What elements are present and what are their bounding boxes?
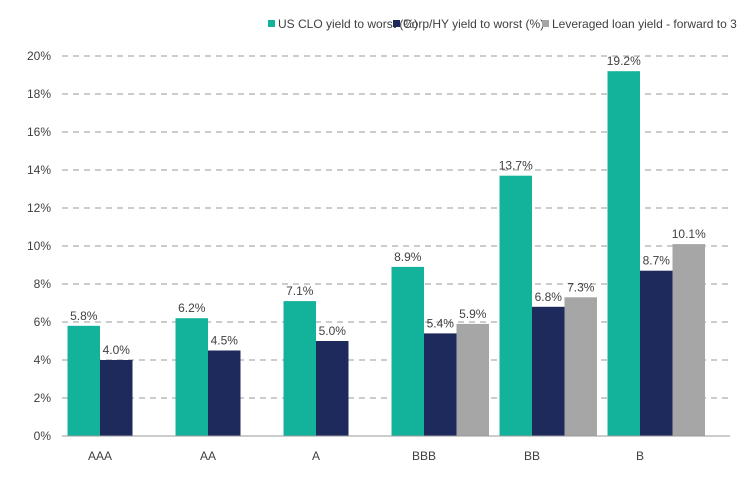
bar-bb-series-1 bbox=[532, 306, 565, 436]
y-tick-label: 18% bbox=[27, 87, 51, 101]
data-label: 8.9% bbox=[394, 250, 422, 264]
data-label: 4.5% bbox=[211, 334, 239, 348]
data-label: 5.8% bbox=[70, 309, 98, 323]
y-tick-label: 4% bbox=[34, 353, 52, 367]
legend: US CLO yield to worst (%)Corp/HY yield t… bbox=[268, 17, 737, 31]
bar-bb-series-2 bbox=[564, 297, 597, 436]
y-axis: 0% 2% 4% 6% 8% 10% 12% 14% 16% 18% 20% bbox=[27, 49, 51, 443]
data-label: 19.2% bbox=[607, 54, 641, 68]
bar-aa-series-1 bbox=[208, 350, 241, 436]
data-label: 10.1% bbox=[672, 227, 706, 241]
bars: 5.8% 4.0% 6.2% 4.5% 7.1% 5.0% 8.9% 5.4% 5.9% 13.7… bbox=[67, 54, 706, 436]
data-label: 6.2% bbox=[178, 301, 206, 315]
x-tick-label: BB bbox=[524, 449, 540, 463]
x-tick-label: AAA bbox=[88, 449, 112, 463]
legend-swatch bbox=[268, 20, 275, 27]
bar-bb-series-0 bbox=[499, 175, 532, 436]
data-label: 6.8% bbox=[535, 290, 563, 304]
x-tick-label: AA bbox=[200, 449, 216, 463]
x-tick-label: A bbox=[312, 449, 320, 463]
data-label: 5.4% bbox=[427, 316, 455, 330]
data-label: 13.7% bbox=[499, 159, 533, 173]
legend-label: Corp/HY yield to worst (%) bbox=[403, 17, 544, 31]
data-label: 8.7% bbox=[643, 254, 671, 268]
y-tick-label: 16% bbox=[27, 125, 51, 139]
bar-aaa-series-0 bbox=[67, 325, 100, 436]
data-label: 7.3% bbox=[567, 280, 595, 294]
data-label: 5.0% bbox=[319, 324, 347, 338]
bar-bbb-series-0 bbox=[391, 266, 424, 436]
legend-label: Leveraged loan yield - forward to 3-year… bbox=[552, 17, 737, 31]
x-tick-label: B bbox=[636, 449, 644, 463]
data-label: 7.1% bbox=[286, 284, 314, 298]
y-tick-label: 2% bbox=[34, 391, 52, 405]
legend-label: US CLO yield to worst (%) bbox=[278, 17, 418, 31]
data-label: 5.9% bbox=[459, 307, 487, 321]
bar-aa-series-0 bbox=[175, 318, 208, 436]
bar-bbb-series-2 bbox=[456, 323, 489, 436]
bar-bbb-series-1 bbox=[424, 333, 457, 436]
y-tick-label: 6% bbox=[34, 315, 52, 329]
y-tick-label: 12% bbox=[27, 201, 51, 215]
y-tick-label: 0% bbox=[34, 429, 52, 443]
data-label: 4.0% bbox=[103, 343, 131, 357]
bar-b-series-0 bbox=[607, 71, 640, 436]
y-tick-label: 10% bbox=[27, 239, 51, 253]
bar-a-series-1 bbox=[316, 341, 349, 436]
x-axis: AAA AA A BBB BB B bbox=[62, 435, 730, 463]
bar-a-series-0 bbox=[283, 301, 316, 436]
bar-aaa-series-1 bbox=[100, 360, 133, 436]
legend-swatch bbox=[542, 20, 549, 27]
y-tick-label: 20% bbox=[27, 49, 51, 63]
bar-b-series-1 bbox=[640, 270, 673, 436]
y-tick-label: 8% bbox=[34, 277, 52, 291]
bar-b-series-2 bbox=[672, 244, 705, 436]
legend-swatch bbox=[393, 20, 400, 27]
x-tick-label: BBB bbox=[412, 449, 436, 463]
y-tick-label: 14% bbox=[27, 163, 51, 177]
